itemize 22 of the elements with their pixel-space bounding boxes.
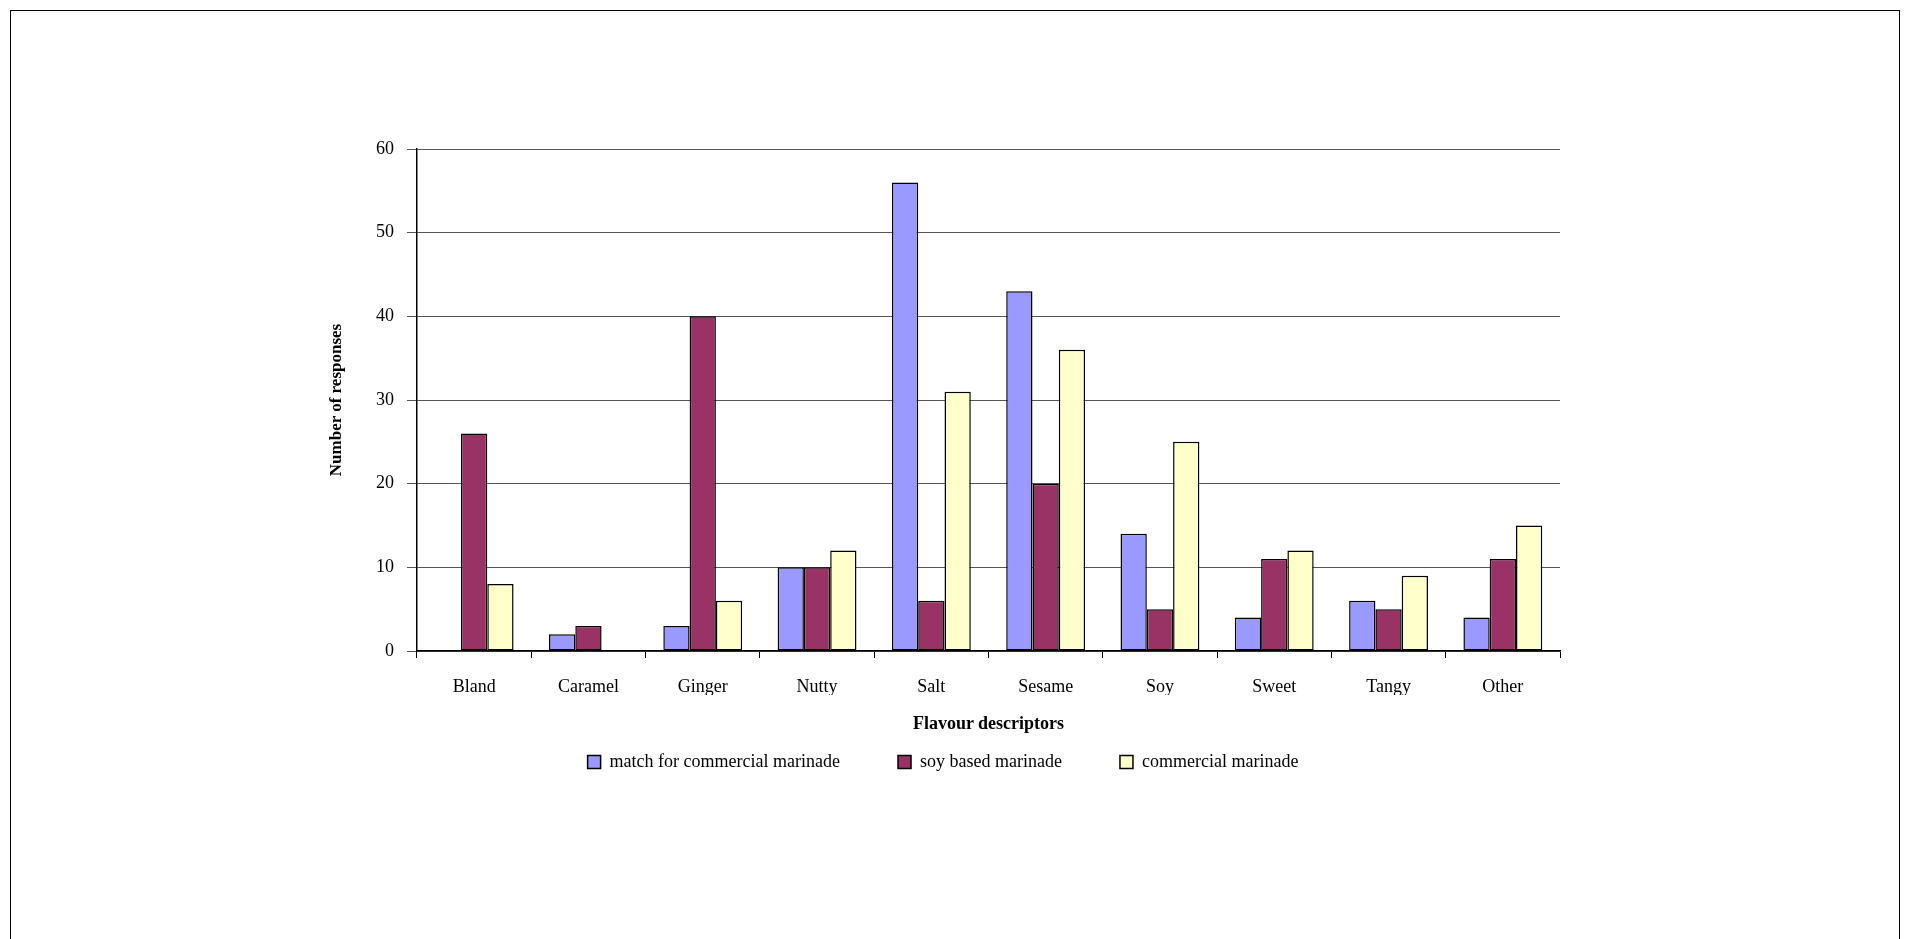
x-tick-label: Sesame — [1018, 675, 1074, 696]
x-tick-label: Tangy — [1366, 675, 1411, 696]
y-tick-label: 10 — [376, 556, 394, 577]
x-tick-label: Nutty — [796, 675, 838, 696]
y-tick-label: 40 — [376, 305, 394, 326]
x-tick-label: Salt — [917, 675, 946, 696]
legend-label: match for commercial marinade — [609, 750, 841, 771]
y-tick-label: 60 — [376, 137, 394, 158]
y-tick-label: 20 — [376, 472, 394, 493]
legend-label: commercial marinade — [1141, 750, 1299, 771]
x-tick-label: Sweet — [1252, 675, 1297, 696]
x-axis-title: Flavour descriptors — [912, 712, 1065, 733]
x-tick-label: Caramel — [557, 675, 619, 696]
y-tick-label: 50 — [376, 221, 394, 242]
x-tick-label: Other — [1482, 675, 1524, 696]
x-tick-label: Bland — [452, 675, 496, 696]
y-tick-label: 30 — [376, 388, 394, 409]
y-axis-title: Number of responses — [325, 323, 345, 477]
y-tick-label: 0 — [385, 639, 394, 660]
legend-label: soy based marinade — [920, 750, 1062, 771]
x-tick-label: Soy — [1145, 675, 1174, 696]
x-tick-label: Ginger — [677, 675, 728, 696]
